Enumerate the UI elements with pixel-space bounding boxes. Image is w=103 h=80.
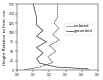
Y-axis label: Height Relative to Feet, cm: Height Relative to Feet, cm [3, 9, 7, 65]
grounded [38, 34, 39, 35]
grounded [36, 16, 37, 17]
isolated [52, 34, 53, 35]
isolated [57, 4, 58, 5]
isolated [57, 38, 58, 39]
Line: isolated: isolated [24, 4, 59, 70]
isolated [57, 16, 58, 17]
grounded [33, 5, 34, 6]
grounded [42, 30, 43, 31]
grounded [40, 38, 41, 39]
grounded [33, 4, 34, 5]
isolated [57, 5, 58, 6]
Line: grounded: grounded [33, 4, 88, 70]
isolated [57, 38, 58, 39]
grounded [40, 38, 42, 39]
Legend: isolated, grounded: isolated, grounded [64, 23, 94, 35]
isolated [56, 30, 57, 31]
